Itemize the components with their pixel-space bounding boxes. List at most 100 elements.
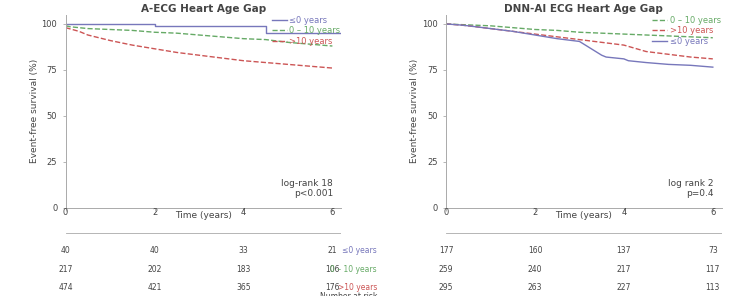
>10 years — [442, 22, 451, 26]
Text: >10 years: >10 years — [338, 283, 377, 292]
>10 years — [508, 30, 517, 33]
0 – 10 years — [642, 33, 650, 37]
Text: 240: 240 — [528, 265, 542, 274]
Text: 6: 6 — [330, 207, 335, 217]
Text: 0: 0 — [443, 207, 448, 217]
>10 years — [305, 65, 314, 68]
≤0 years — [624, 59, 633, 62]
Text: Time (years): Time (years) — [555, 212, 612, 221]
>10 years — [61, 26, 70, 29]
Text: 40: 40 — [149, 246, 160, 255]
0 – 10 years — [531, 28, 539, 31]
0 – 10 years — [61, 24, 70, 28]
≤0 years — [486, 27, 495, 30]
>10 years — [106, 39, 114, 42]
0 – 10 years — [239, 37, 248, 41]
Text: 117: 117 — [706, 265, 720, 274]
≤0 years — [620, 57, 628, 61]
>10 years — [686, 55, 695, 59]
Text: 183: 183 — [236, 265, 251, 274]
Text: 6: 6 — [710, 207, 715, 217]
Line: >10 years: >10 years — [66, 28, 332, 68]
Title: A-ECG Heart Age Gap: A-ECG Heart Age Gap — [141, 4, 266, 14]
>10 years — [74, 30, 83, 33]
0 – 10 years — [66, 25, 74, 28]
Text: 217: 217 — [617, 265, 631, 274]
Text: 113: 113 — [706, 283, 720, 292]
≤0 years — [601, 55, 610, 59]
0 – 10 years — [686, 35, 695, 38]
>10 years — [195, 54, 203, 57]
Text: 263: 263 — [528, 283, 542, 292]
0 – 10 years — [553, 29, 561, 32]
≤0 years — [709, 65, 717, 69]
Text: log-rank 18
p<0.001: log-rank 18 p<0.001 — [281, 178, 333, 198]
Text: 202: 202 — [147, 265, 162, 274]
>10 years — [328, 66, 337, 70]
0 – 10 years — [709, 36, 717, 40]
Line: ≤0 years: ≤0 years — [446, 24, 713, 67]
0 – 10 years — [305, 42, 314, 46]
0 – 10 years — [464, 23, 472, 27]
Text: log rank 2
p=0.4: log rank 2 p=0.4 — [668, 178, 714, 198]
0 – 10 years — [128, 29, 136, 32]
≤0 years — [642, 61, 650, 64]
0 – 10 years — [106, 28, 114, 31]
>10 years — [553, 35, 561, 38]
≤0 years — [686, 64, 695, 67]
Text: 365: 365 — [236, 283, 251, 292]
≤0 years — [261, 31, 270, 35]
0 – 10 years — [261, 38, 270, 41]
Text: 21: 21 — [327, 246, 337, 255]
Text: 4: 4 — [621, 207, 626, 217]
>10 years — [575, 38, 584, 41]
>10 years — [486, 27, 495, 30]
Text: 4: 4 — [241, 207, 246, 217]
Text: Number at risk: Number at risk — [320, 292, 377, 296]
Line: 0 – 10 years: 0 – 10 years — [66, 26, 332, 46]
Line: 0 – 10 years: 0 – 10 years — [446, 24, 713, 38]
0 – 10 years — [284, 41, 292, 44]
≤0 years — [150, 22, 159, 26]
0 – 10 years — [575, 30, 584, 34]
Text: 137: 137 — [617, 246, 631, 255]
≤0 years — [531, 33, 539, 37]
0 – 10 years — [664, 34, 673, 38]
Text: 33: 33 — [238, 246, 249, 255]
Text: 227: 227 — [617, 283, 631, 292]
>10 years — [284, 63, 292, 66]
≤0 years — [508, 30, 517, 33]
Text: 259: 259 — [439, 265, 453, 274]
≤0 years — [664, 63, 673, 66]
>10 years — [597, 41, 606, 44]
0 – 10 years — [217, 35, 225, 38]
Legend: ≤0 years, 0 – 10 years, >10 years: ≤0 years, 0 – 10 years, >10 years — [272, 16, 340, 46]
>10 years — [642, 50, 650, 53]
>10 years — [128, 43, 136, 47]
0 – 10 years — [150, 30, 159, 34]
Text: 421: 421 — [147, 283, 162, 292]
>10 years — [455, 23, 464, 27]
>10 years — [261, 61, 270, 64]
Text: 40: 40 — [61, 246, 71, 255]
≤0 years — [150, 24, 159, 28]
≤0 years — [464, 24, 472, 28]
0 – 10 years — [508, 26, 517, 29]
>10 years — [620, 43, 628, 47]
Y-axis label: Event-free survival (%): Event-free survival (%) — [30, 59, 39, 163]
>10 years — [709, 57, 717, 61]
≤0 years — [455, 23, 464, 27]
>10 years — [217, 56, 225, 60]
>10 years — [531, 32, 539, 36]
Text: 2: 2 — [532, 207, 537, 217]
≤0 years — [442, 22, 451, 26]
Line: ≤0 years: ≤0 years — [66, 24, 341, 33]
>10 years — [239, 59, 248, 62]
≤0 years — [575, 40, 584, 43]
Text: 474: 474 — [58, 283, 73, 292]
Text: Time (years): Time (years) — [175, 212, 232, 221]
Text: 295: 295 — [439, 283, 453, 292]
Text: ≤0 years: ≤0 years — [343, 246, 377, 255]
>10 years — [664, 52, 673, 56]
Text: 160: 160 — [528, 246, 542, 255]
